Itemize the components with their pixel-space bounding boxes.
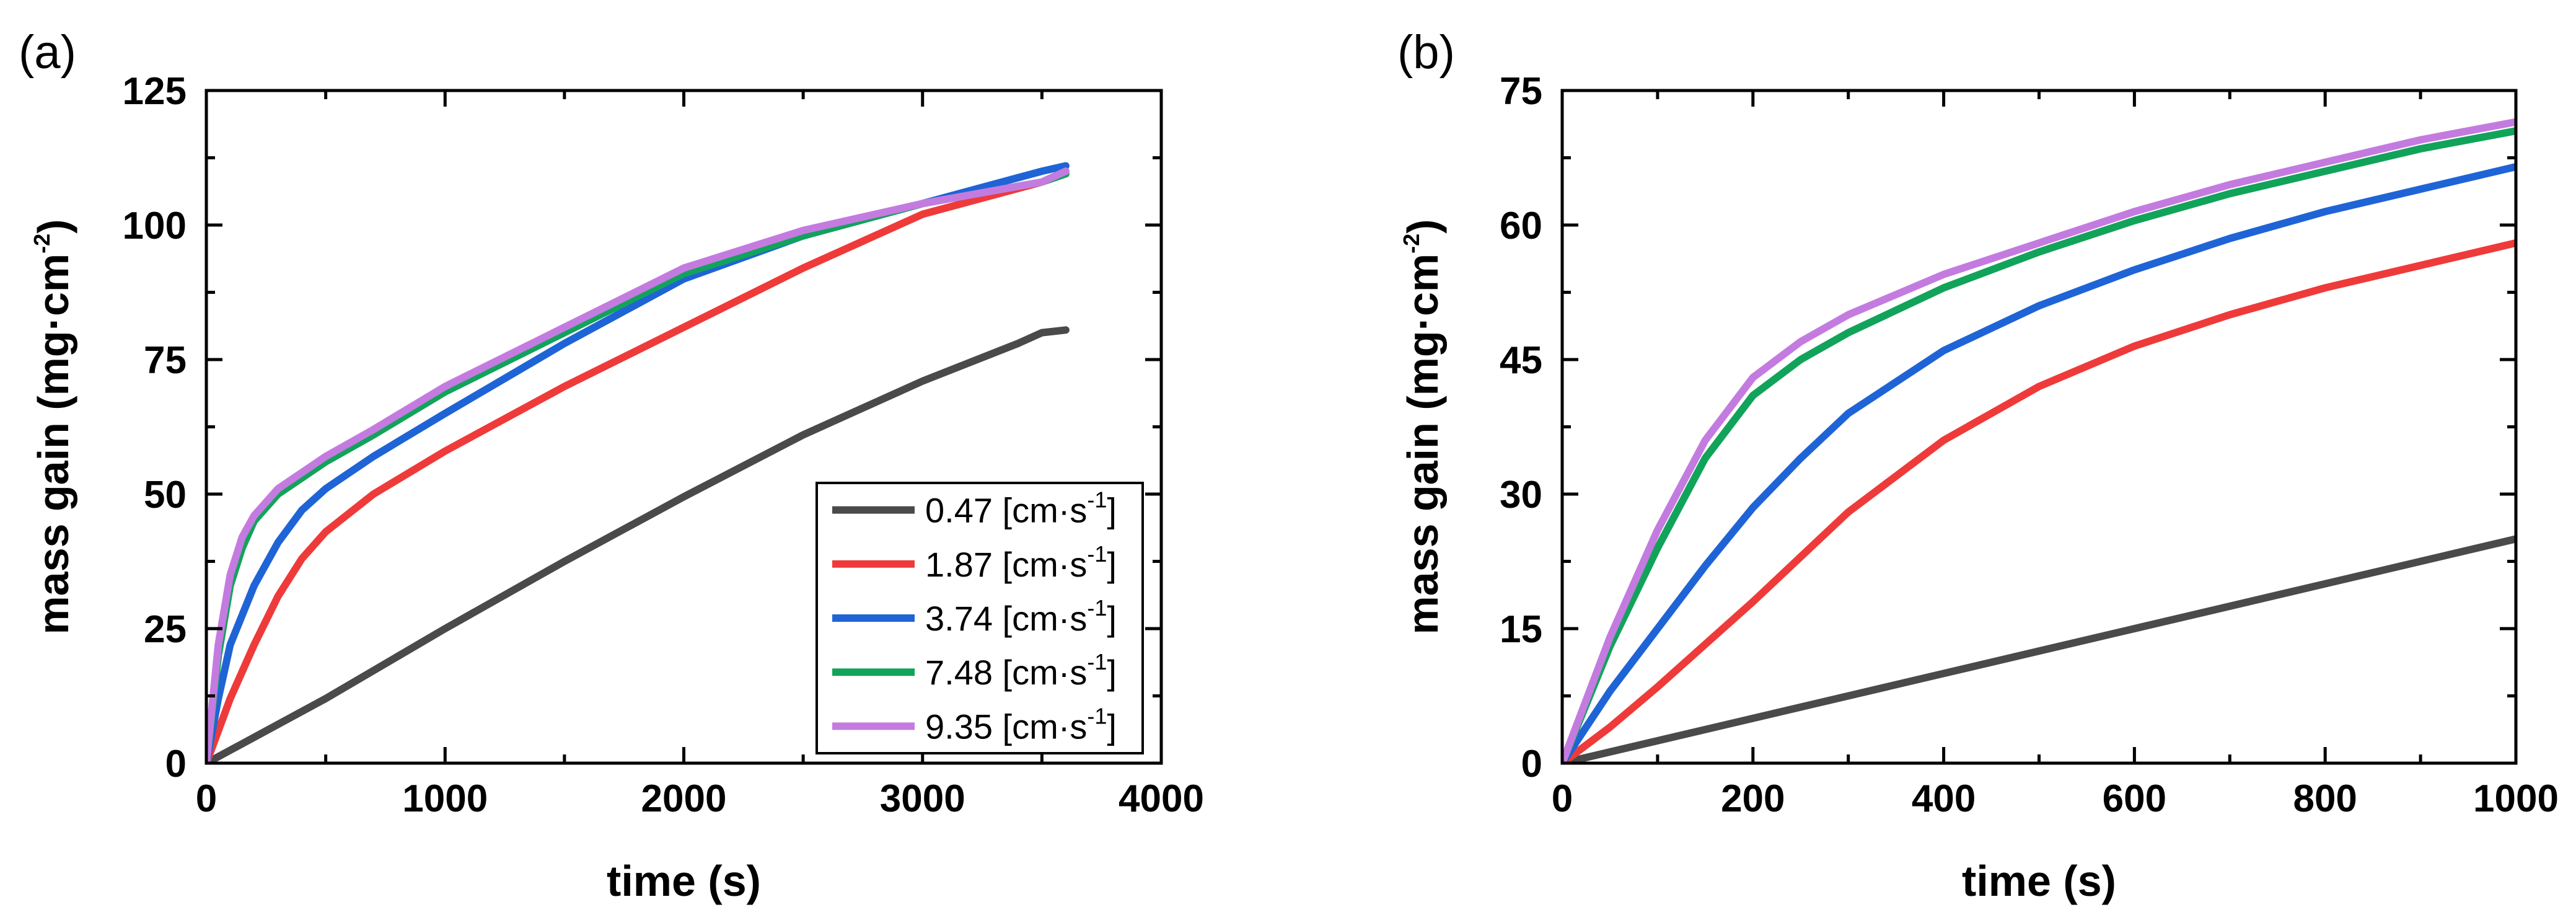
x-tick-label: 400 [1912,777,1976,820]
series-line-5 [1562,118,2516,763]
y-tick-label: 45 [1500,339,1542,382]
x-tick-label: 800 [2293,777,2357,820]
panel-label: (a) [19,26,76,79]
y-axis-title: mass gain (mg·cm-2) [29,219,77,635]
y-tick-label: 75 [1500,70,1542,113]
x-tick-label: 200 [1721,777,1785,820]
x-tick-label: 0 [1552,777,1573,820]
series-group [206,162,1070,763]
series-line-3 [1562,163,2516,763]
y-tick-label: 60 [1500,205,1542,247]
y-tick-label: 0 [165,743,187,785]
series-line-2 [1562,239,2516,763]
series-line-5 [206,167,1070,763]
y-axis-title: mass gain (mg·cm-2) [1399,219,1447,635]
legend-label: 1.87 [cm·s-1] [925,541,1117,584]
plot-frame [1560,89,2518,765]
y-tick-label: 125 [123,70,187,113]
y-tick-label: 0 [1521,743,1542,785]
panel-b: (b) 0 200 400 600 800 1000 0 15 30 45 60 75 time (s) m… [1397,26,2559,905]
series-line-1 [1562,535,2516,763]
y-tick-label: 30 [1500,474,1542,516]
x-tick-label: 4000 [1119,777,1204,820]
y-tick-label: 25 [144,608,187,651]
y-tick-label: 50 [144,474,187,516]
panel-a: (a) 0 1000 2000 3000 4000 0 25 50 75 100 125 time (s… [19,26,1204,905]
x-tick-label: 3000 [880,777,965,820]
x-axis-title: time (s) [1962,857,2116,905]
panel-label: (b) [1397,26,1455,79]
x-axis-title: time (s) [607,857,761,905]
x-tick-label: 0 [196,777,217,820]
legend-label: 0.47 [cm·s-1] [925,487,1117,530]
x-tick-label: 1000 [2473,777,2559,820]
x-tick-label: 2000 [641,777,727,820]
series-line-1 [206,326,1070,763]
series-group [1562,118,2516,763]
legend-label: 9.35 [cm·s-1] [925,703,1117,746]
y-tick-label: 15 [1500,608,1542,651]
series-line-4 [1562,127,2516,763]
x-tick-label: 600 [2103,777,2166,820]
legend-label: 7.48 [cm·s-1] [925,649,1117,692]
legend-label: 3.74 [cm·s-1] [925,595,1117,638]
legend: 0.47 [cm·s-1] 1.87 [cm·s-1] 3.74 [cm·s-1] 7… [815,482,1144,754]
y-tick-label: 75 [144,339,187,382]
y-tick-label: 100 [123,205,187,247]
series-line-2 [206,167,1070,763]
x-tick-label: 1000 [402,777,488,820]
